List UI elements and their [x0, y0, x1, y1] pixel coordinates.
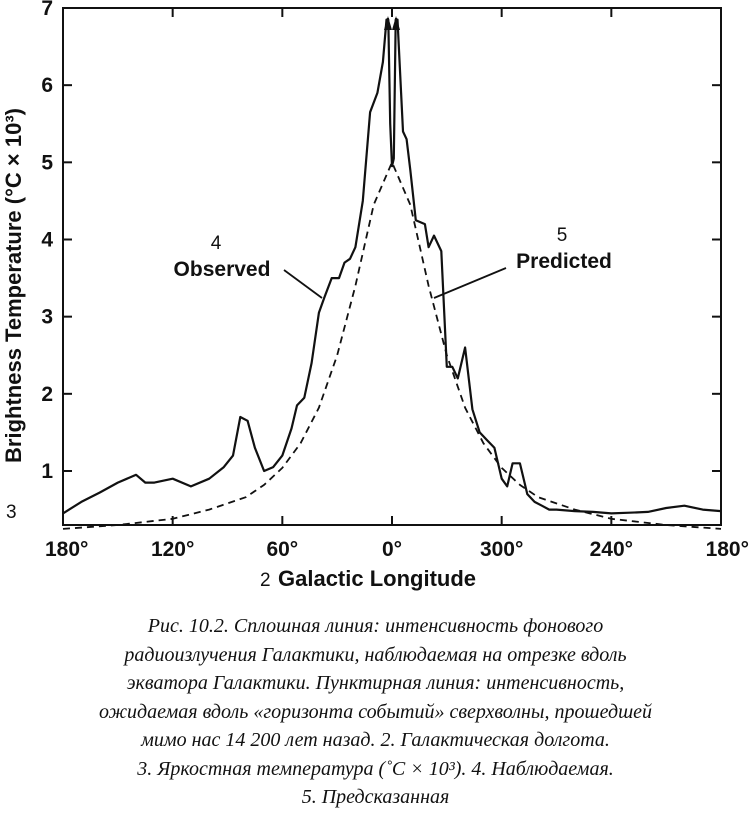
observed-peak-arrow-head	[383, 16, 392, 30]
x-tick-label: 300°	[480, 538, 523, 561]
x-tick-label: 240°	[590, 538, 633, 561]
caption-line: 3. Яркостная температура (˚С × 10³). 4. …	[137, 757, 614, 780]
chart: 1 2 3 4 5 6 7 180° 120° 60° 0° 300° 240° 180° 4 Observ…	[1, 0, 749, 591]
axis-titles: Brightness Temperature (°C × 10³) 3 2 Galac…	[1, 108, 476, 591]
caption-line: Рис. 10.2. Сплошная линия: интенсивность…	[147, 615, 604, 637]
caption-line: 5. Предсказанная	[301, 786, 450, 808]
y-axis-title: Brightness Temperature (°C × 10³)	[1, 108, 26, 463]
plot-frame	[62, 7, 722, 526]
annotation-marker: 5	[557, 225, 568, 246]
y-tick-label: 4	[41, 228, 53, 251]
y-tick-label: 6	[41, 74, 53, 97]
annotation-predicted-leader	[433, 267, 507, 299]
y-tick-label: 2	[41, 383, 53, 406]
annotation-marker: 4	[211, 233, 222, 254]
y-tick-label: 1	[41, 460, 53, 483]
x-tick-label: 180°	[45, 538, 88, 561]
y-tick-label: 5	[41, 151, 53, 174]
caption-line: радиоизлучения Галактики, наблюдаемая на…	[124, 643, 627, 666]
series-observed	[62, 18, 722, 515]
annotations: 4 Observed 5 Predicted	[174, 225, 612, 299]
observed-peak-arrow-head	[392, 16, 401, 30]
x-tick-label: 180°	[706, 538, 749, 561]
y-tick-label: 7	[41, 0, 53, 20]
x-axis-title: Galactic Longitude	[278, 566, 476, 591]
series-predicted	[62, 161, 722, 530]
caption-line: ожидаемая вдоль «горизонта событий» свер…	[98, 700, 653, 723]
x-tick-label: 120°	[151, 538, 194, 561]
y-tick-label: 3	[41, 306, 53, 329]
x-axis-marker: 2	[260, 570, 271, 591]
annotation-observed-label: Observed	[174, 258, 271, 281]
caption-line: экватора Галактики. Пунктирная линия: ин…	[126, 672, 625, 694]
y-axis-marker: 3	[6, 502, 17, 523]
annotation-observed-leader	[283, 269, 323, 299]
axis-ticks: 1 2 3 4 5 6 7 180° 120° 60° 0° 300° 240° 180°	[41, 0, 749, 561]
figure-caption: Рис. 10.2. Сплошная линия: интенсивность…	[0, 612, 751, 812]
x-tick-label: 0°	[382, 538, 402, 561]
annotation-predicted-label: Predicted	[516, 250, 612, 273]
x-tick-label: 60°	[266, 538, 298, 561]
series-layer	[62, 16, 722, 530]
caption-line: мимо нас 14 200 лет назад. 2. Галактичес…	[141, 729, 610, 751]
